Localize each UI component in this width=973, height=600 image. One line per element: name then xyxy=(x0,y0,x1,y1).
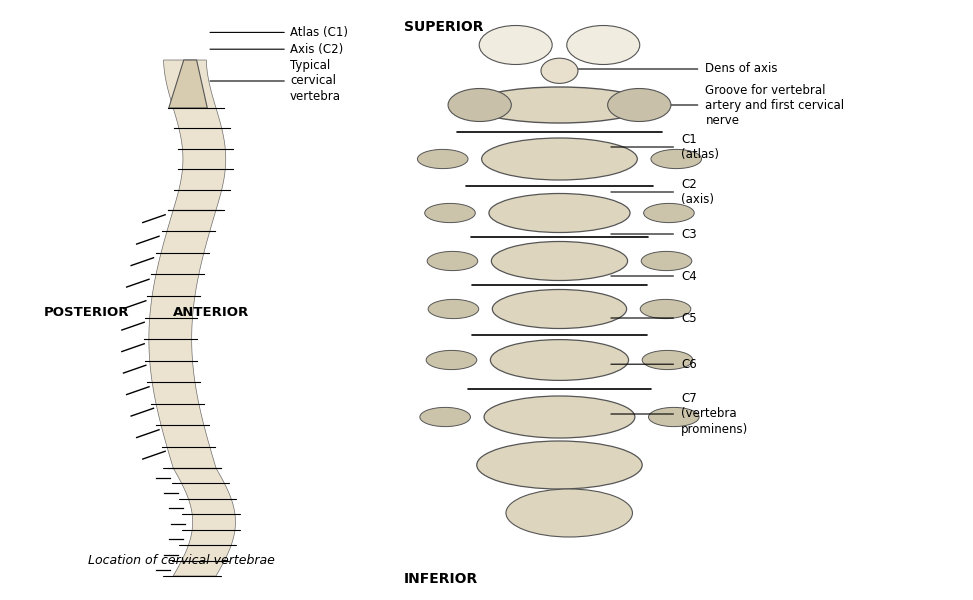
Ellipse shape xyxy=(491,242,628,281)
Ellipse shape xyxy=(644,203,695,223)
Ellipse shape xyxy=(448,88,512,121)
Text: ANTERIOR: ANTERIOR xyxy=(173,305,249,319)
Ellipse shape xyxy=(484,396,634,438)
Text: Atlas (C1): Atlas (C1) xyxy=(290,26,348,39)
Ellipse shape xyxy=(482,138,637,180)
Text: Dens of axis: Dens of axis xyxy=(705,62,778,76)
Ellipse shape xyxy=(426,350,477,370)
Text: INFERIOR: INFERIOR xyxy=(404,572,478,586)
Text: C4: C4 xyxy=(681,269,697,283)
Ellipse shape xyxy=(477,441,642,489)
Polygon shape xyxy=(149,60,235,576)
Text: C7
(vertebra
prominens): C7 (vertebra prominens) xyxy=(681,392,748,436)
Ellipse shape xyxy=(641,251,692,271)
Ellipse shape xyxy=(479,25,552,64)
Ellipse shape xyxy=(640,299,691,319)
Ellipse shape xyxy=(427,251,478,271)
Text: Typical
cervical
vertebra: Typical cervical vertebra xyxy=(290,59,341,103)
Text: SUPERIOR: SUPERIOR xyxy=(404,20,484,34)
Ellipse shape xyxy=(417,149,468,169)
Ellipse shape xyxy=(490,340,629,380)
Text: C5: C5 xyxy=(681,311,697,325)
Ellipse shape xyxy=(642,350,693,370)
Text: C1
(atlas): C1 (atlas) xyxy=(681,133,719,161)
Text: Location of cervical vertebrae: Location of cervical vertebrae xyxy=(88,554,274,568)
Ellipse shape xyxy=(506,489,632,537)
Ellipse shape xyxy=(648,407,699,427)
Text: C6: C6 xyxy=(681,358,697,371)
Ellipse shape xyxy=(607,88,670,121)
Ellipse shape xyxy=(472,87,647,123)
Ellipse shape xyxy=(424,203,475,223)
Ellipse shape xyxy=(420,407,471,427)
Ellipse shape xyxy=(651,149,702,169)
Ellipse shape xyxy=(492,289,627,329)
Polygon shape xyxy=(168,60,207,108)
Text: Axis (C2): Axis (C2) xyxy=(290,43,343,56)
Text: C2
(axis): C2 (axis) xyxy=(681,178,714,206)
Text: Groove for vertebral
artery and first cervical
nerve: Groove for vertebral artery and first ce… xyxy=(705,83,845,127)
Ellipse shape xyxy=(541,58,578,83)
Text: POSTERIOR: POSTERIOR xyxy=(44,305,129,319)
Ellipse shape xyxy=(428,299,479,319)
Ellipse shape xyxy=(488,193,631,232)
Ellipse shape xyxy=(566,25,640,64)
Text: C3: C3 xyxy=(681,227,697,241)
